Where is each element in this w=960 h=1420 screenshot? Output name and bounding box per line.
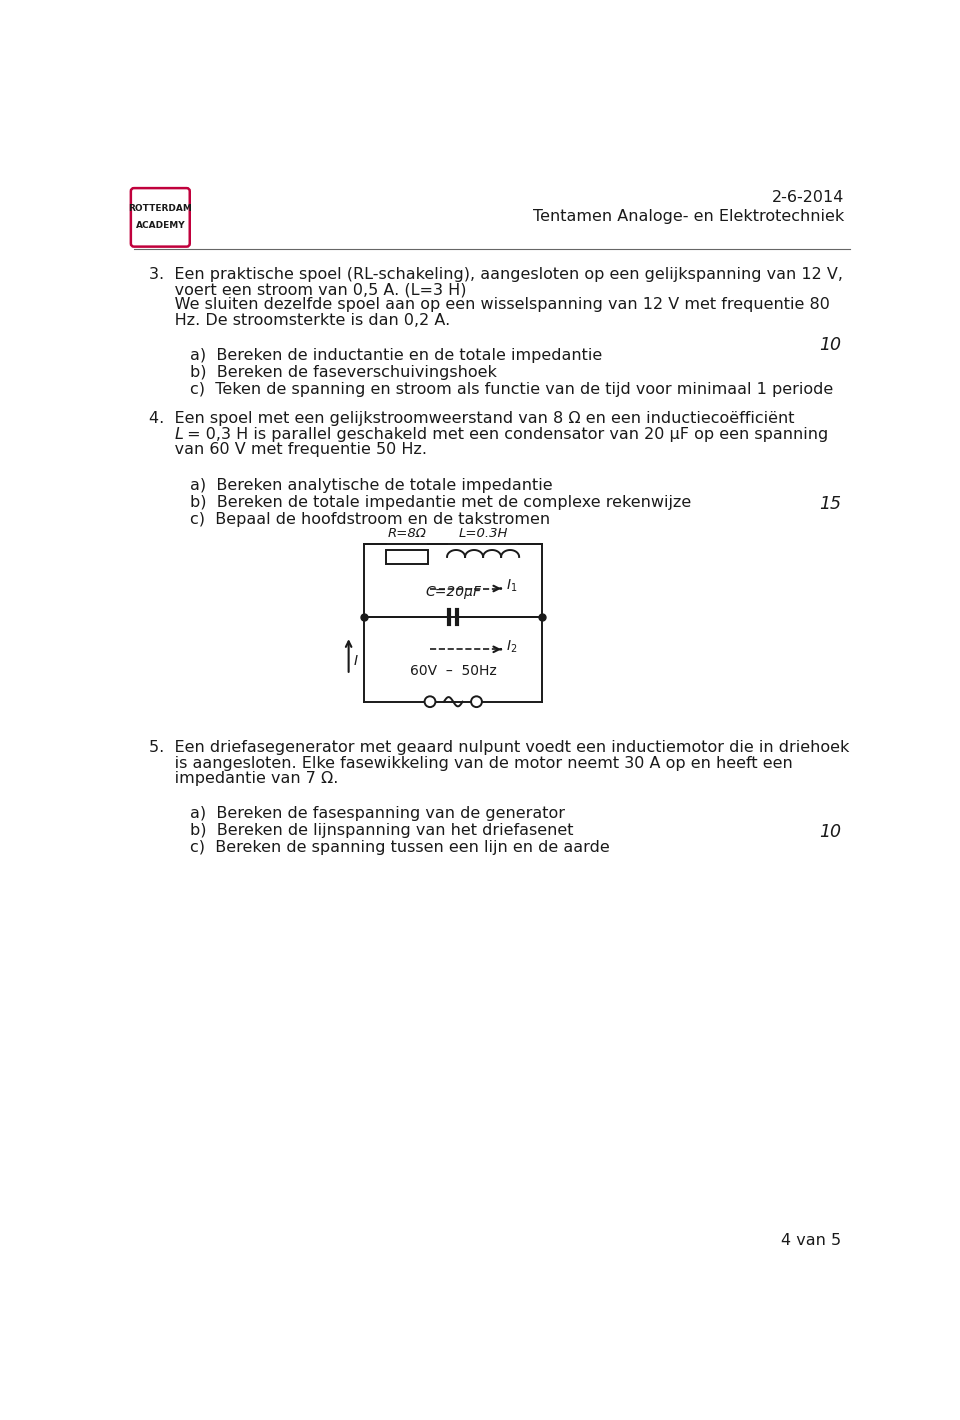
Circle shape	[471, 696, 482, 707]
Text: $I_1$: $I_1$	[506, 578, 517, 595]
Text: L=0.3H: L=0.3H	[458, 527, 508, 540]
Text: 10: 10	[819, 824, 841, 842]
Text: = 0,3 H is parallel geschakeld met een condensator van 20 μF op een spanning: = 0,3 H is parallel geschakeld met een c…	[182, 427, 828, 442]
Text: b)  Bereken de totale impedantie met de complexe rekenwijze: b) Bereken de totale impedantie met de c…	[190, 494, 691, 510]
Text: a)  Bereken de inductantie en de totale impedantie: a) Bereken de inductantie en de totale i…	[190, 348, 602, 364]
Text: 5.  Een driefasegenerator met geaard nulpunt voedt een inductiemotor die in drie: 5. Een driefasegenerator met geaard nulp…	[150, 740, 850, 755]
Text: $I$: $I$	[353, 653, 359, 667]
Text: is aangesloten. Elke fasewikkeling van de motor neemt 30 A op en heeft een: is aangesloten. Elke fasewikkeling van d…	[150, 755, 793, 771]
Text: b)  Bereken de faseverschuivingshoek: b) Bereken de faseverschuivingshoek	[190, 365, 496, 381]
Text: 4 van 5: 4 van 5	[780, 1234, 841, 1248]
Text: 15: 15	[819, 494, 841, 513]
Text: van 60 V met frequentie 50 Hz.: van 60 V met frequentie 50 Hz.	[150, 442, 427, 457]
Text: ROTTERDAM: ROTTERDAM	[129, 204, 192, 213]
Text: impedantie van 7 Ω.: impedantie van 7 Ω.	[150, 771, 339, 787]
Text: R=8Ω: R=8Ω	[387, 527, 426, 540]
Text: b)  Bereken de lijnspanning van het driefasenet: b) Bereken de lijnspanning van het drief…	[190, 824, 573, 838]
Circle shape	[424, 696, 436, 707]
Text: c)  Bereken de spanning tussen een lijn en de aarde: c) Bereken de spanning tussen een lijn e…	[190, 841, 610, 855]
Text: 3.  Een praktische spoel (RL-schakeling), aangesloten op een gelijkspanning van : 3. Een praktische spoel (RL-schakeling),…	[150, 267, 844, 281]
Text: Tentamen Analoge- en Elektrotechniek: Tentamen Analoge- en Elektrotechniek	[534, 209, 845, 224]
Text: 60V  –  50Hz: 60V – 50Hz	[410, 665, 496, 677]
Text: C=20μF: C=20μF	[425, 585, 481, 599]
Text: c)  Teken de spanning en stroom als functie van de tijd voor minimaal 1 periode: c) Teken de spanning en stroom als funct…	[190, 382, 833, 398]
Bar	[386, 550, 427, 564]
Text: 2-6-2014: 2-6-2014	[772, 190, 845, 204]
Text: Hz. De stroomsterkte is dan 0,2 A.: Hz. De stroomsterkte is dan 0,2 A.	[150, 312, 450, 328]
Text: $I_2$: $I_2$	[506, 639, 517, 655]
Text: ACADEMY: ACADEMY	[135, 222, 185, 230]
Text: 4.  Een spoel met een gelijkstroomweerstand van 8 Ω en een inductiecoëfficiënt: 4. Een spoel met een gelijkstroomweersta…	[150, 412, 795, 426]
FancyBboxPatch shape	[131, 187, 190, 247]
Text: L: L	[175, 427, 184, 442]
Text: c)  Bepaal de hoofdstroom en de takstromen: c) Bepaal de hoofdstroom en de takstrome…	[190, 511, 550, 527]
Text: We sluiten dezelfde spoel aan op een wisselspanning van 12 V met frequentie 80: We sluiten dezelfde spoel aan op een wis…	[150, 297, 830, 312]
Text: 10: 10	[819, 337, 841, 354]
Text: voert een stroom van 0,5 A. (L=3 H): voert een stroom van 0,5 A. (L=3 H)	[150, 283, 467, 297]
Text: a)  Bereken de fasespanning van de generator: a) Bereken de fasespanning van de genera…	[190, 807, 564, 821]
Text: a)  Bereken analytische de totale impedantie: a) Bereken analytische de totale impedan…	[190, 477, 552, 493]
